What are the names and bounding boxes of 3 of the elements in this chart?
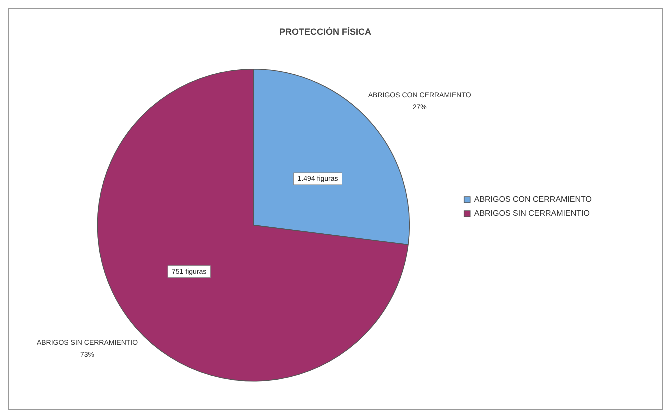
legend-label: ABRIGOS CON CERRAMIENTO bbox=[474, 195, 592, 204]
chart-title: PROTECCIÓN FÍSICA bbox=[279, 26, 372, 37]
legend-label: ABRIGOS SIN CERRAMIENTIO bbox=[474, 209, 590, 218]
